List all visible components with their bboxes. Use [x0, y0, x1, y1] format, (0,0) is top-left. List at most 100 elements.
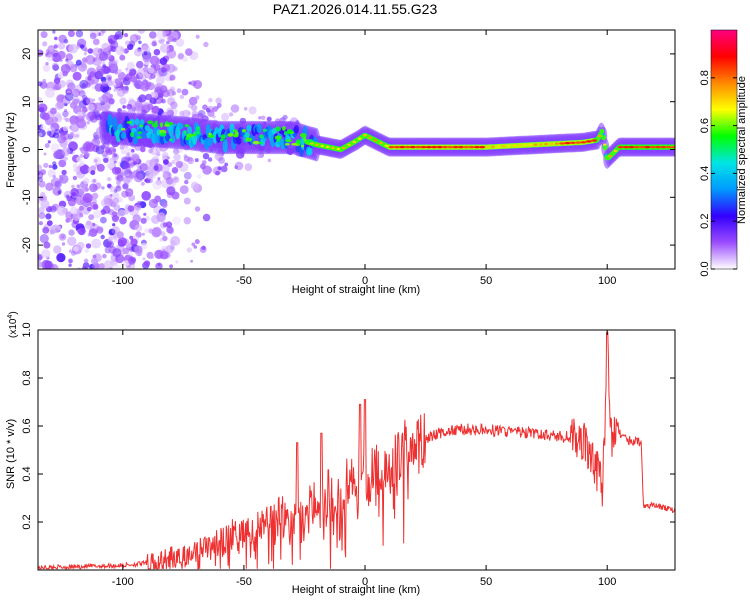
heatmap-cell: [54, 36, 58, 41]
heatmap-cell: [115, 185, 122, 192]
heatmap-cell: [169, 74, 176, 81]
heatmap-cell: [184, 179, 189, 185]
snr-y-label: SNR (10 * v/v): [5, 419, 17, 489]
heatmap-cell: [133, 172, 144, 183]
heatmap-cell: [188, 96, 198, 106]
heatmap-cell: [436, 145, 443, 149]
heatmap-cell: [50, 122, 60, 132]
heatmap-cell: [441, 145, 448, 149]
heatmap-cell: [123, 209, 130, 215]
heatmap-cell: [388, 145, 395, 149]
heatmap-cell: [107, 236, 113, 242]
heatmap-cell: [82, 106, 88, 113]
heatmap-cell: [420, 145, 427, 149]
heatmap-cell: [59, 177, 64, 182]
heatmap-cell: [203, 41, 209, 48]
heatmap-cell: [156, 212, 166, 222]
heatmap-cell: [166, 88, 175, 97]
heatmap-cell: [84, 48, 88, 52]
heatmap-cell: [85, 142, 96, 152]
heatmap-cell: [127, 205, 135, 213]
heatmap-cell: [523, 144, 527, 147]
heatmap-cell: [107, 81, 112, 86]
heatmap-cell: [43, 241, 51, 249]
x-tick-label: 100: [598, 576, 616, 588]
heatmap-cell: [206, 108, 211, 113]
heatmap-cell: [128, 251, 134, 257]
spectrogram-y-ticks: -20 -10 0 10 20: [21, 48, 675, 253]
heatmap-cell: [140, 242, 148, 250]
heatmap-cell: [233, 133, 239, 138]
heatmap-cell: [162, 235, 168, 242]
heatmap-cell: [121, 156, 130, 165]
heatmap-cell: [40, 50, 44, 55]
heatmap-cell: [234, 165, 238, 169]
figure-title: PAZ1.2026.014.11.55.G23: [273, 1, 438, 17]
heatmap-cell: [54, 180, 62, 188]
heatmap-cell: [291, 143, 298, 146]
heatmap-cell: [126, 61, 135, 70]
heatmap-cell: [116, 88, 126, 98]
heatmap-cell: [62, 110, 69, 118]
heatmap-cell: [52, 132, 60, 139]
heatmap-cell: [185, 137, 190, 141]
heatmap-cell: [157, 263, 161, 267]
heatmap-cell: [62, 70, 68, 77]
heatmap-cell: [42, 226, 50, 234]
x-tick-label: 100: [598, 275, 616, 287]
heatmap-cell: [100, 144, 106, 150]
heatmap-cell: [202, 213, 211, 222]
heatmap-cell: [134, 48, 142, 57]
heatmap-cell: [183, 130, 187, 135]
colorbar-tick-label: 0.4: [699, 166, 711, 181]
heatmap-cell: [195, 34, 200, 39]
heatmap-cell: [208, 97, 213, 103]
heatmap-cell: [65, 117, 70, 123]
heatmap-cell: [141, 102, 152, 112]
x-tick-label: 50: [480, 275, 492, 287]
heatmap-cell: [85, 82, 91, 88]
heatmap-cell: [124, 86, 129, 91]
heatmap-cell: [58, 34, 67, 44]
heatmap-cell: [145, 171, 154, 180]
colorbar-tick-label: 0.2: [699, 214, 711, 229]
heatmap-cell: [46, 130, 52, 136]
heatmap-cell: [368, 136, 373, 139]
heatmap-cell: [628, 145, 635, 149]
heatmap-cell: [100, 216, 107, 224]
heatmap-cell: [120, 150, 126, 155]
heatmap-cell: [244, 163, 253, 172]
heatmap-cell: [415, 145, 422, 149]
heatmap-cell: [215, 170, 220, 176]
heatmap-cell: [149, 31, 157, 39]
heatmap-cell: [151, 122, 159, 128]
heatmap-cell: [300, 133, 307, 138]
heatmap-cell: [85, 243, 92, 249]
heatmap-cell: [301, 144, 305, 148]
heatmap-cell: [113, 160, 117, 164]
heatmap-cell: [68, 263, 72, 267]
heatmap-cell: [307, 147, 313, 156]
heatmap-cell: [79, 164, 90, 175]
heatmap-cell: [149, 97, 157, 105]
heatmap-cell: [555, 142, 559, 145]
heatmap-cell: [75, 134, 80, 138]
heatmap-cell: [48, 164, 53, 169]
heatmap-cell: [91, 257, 98, 265]
heatmap-cell: [149, 55, 160, 66]
heatmap-cell: [92, 204, 99, 210]
heatmap-cell: [485, 145, 490, 149]
heatmap-cell: [116, 176, 120, 180]
heatmap-cell: [45, 49, 50, 53]
heatmap-cell: [81, 265, 88, 269]
y-tick-label: 0: [21, 146, 33, 152]
heatmap-cell: [170, 101, 178, 109]
heatmap-cell: [87, 75, 93, 81]
heatmap-cell: [325, 145, 330, 149]
heatmap-cell: [162, 63, 171, 72]
heatmap-cell: [41, 112, 50, 121]
heatmap-cell: [190, 181, 199, 190]
heatmap-cell: [447, 145, 454, 149]
colorbar-tick-label: 0.6: [699, 118, 711, 133]
heatmap-cell: [148, 76, 153, 80]
